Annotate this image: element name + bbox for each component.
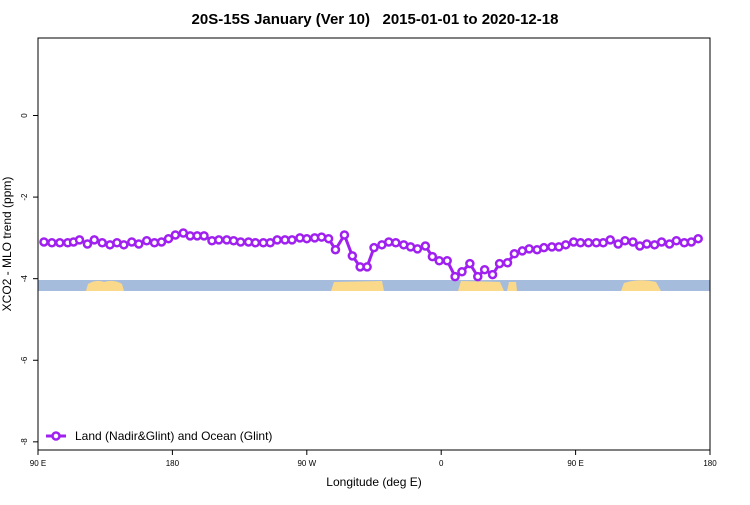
data-point	[509, 249, 520, 259]
data-point	[250, 238, 261, 248]
y-tick-label: -4	[20, 275, 29, 283]
data-point	[620, 235, 630, 246]
y-axis-label: XCO2 - MLO trend (ppm)	[0, 177, 14, 312]
data-point	[199, 231, 209, 241]
surface-band	[38, 280, 710, 291]
data-point	[97, 238, 107, 248]
data-point	[494, 258, 505, 269]
land-band	[458, 281, 504, 291]
legend-label: Land (Nadir&Glint) and Ocean (Glint)	[75, 429, 272, 443]
data-point	[272, 235, 282, 245]
data-point	[656, 237, 667, 247]
land-band	[507, 282, 517, 291]
data-point	[412, 244, 423, 254]
x-tick-label: 0	[439, 459, 444, 468]
x-tick-label: 90 E	[30, 459, 46, 468]
chart-title: 20S-15S January (Ver 10) 2015-01-01 to 2…	[192, 11, 559, 28]
x-tick-label: 90 W	[297, 459, 316, 468]
data-point	[39, 237, 49, 247]
data-point	[156, 237, 167, 247]
data-point	[362, 262, 372, 272]
data-point	[391, 238, 401, 248]
data-point	[539, 242, 549, 253]
data-point	[287, 235, 297, 245]
data-point	[339, 230, 350, 240]
data-point	[605, 235, 615, 245]
data-point	[427, 251, 438, 262]
data-point	[55, 238, 65, 248]
land-band	[331, 281, 384, 291]
data-point	[141, 235, 152, 246]
data-point	[434, 255, 445, 266]
data-point	[330, 244, 341, 255]
x-tick-label: 180	[166, 459, 180, 468]
land-band	[621, 280, 661, 291]
data-point	[347, 251, 358, 261]
data-point	[465, 258, 475, 269]
data-point	[457, 266, 467, 277]
x-axis-label: Longitude (deg E)	[326, 475, 421, 489]
data-point	[479, 264, 490, 275]
x-tick-label: 180	[703, 459, 717, 468]
data-point	[473, 271, 483, 282]
data-point	[235, 237, 246, 247]
y-tick-label: -8	[20, 438, 29, 446]
data-point	[119, 240, 129, 250]
data-point	[369, 242, 379, 253]
data-point	[487, 269, 498, 280]
data-point	[47, 238, 57, 248]
y-tick-label: -6	[20, 356, 29, 364]
data-point	[671, 235, 682, 246]
data-point	[134, 239, 144, 249]
data-point	[170, 230, 181, 240]
data-point	[560, 240, 571, 250]
legend-marker	[51, 431, 61, 441]
data-point	[502, 258, 513, 268]
data-point	[442, 255, 452, 266]
data-point	[693, 233, 703, 244]
data-point	[163, 233, 174, 244]
plot-frame	[37, 37, 711, 451]
data-point	[628, 237, 638, 247]
data-point	[323, 233, 334, 244]
data-point	[74, 235, 85, 245]
data-point	[642, 239, 652, 249]
land-band	[86, 280, 124, 291]
data-point	[420, 241, 431, 251]
data-point	[575, 238, 586, 248]
data-point	[450, 271, 460, 282]
data-point	[583, 238, 594, 248]
data-point	[302, 233, 312, 244]
legend: Land (Nadir&Glint) and Ocean (Glint)	[46, 429, 272, 443]
y-tick-label: -2	[20, 193, 29, 201]
data-point	[214, 235, 224, 245]
data-point	[89, 235, 100, 245]
data-point	[82, 239, 93, 249]
x-tick-label: 90 E	[567, 459, 583, 468]
y-tick-label: 0	[20, 113, 29, 118]
data-point	[524, 244, 534, 254]
